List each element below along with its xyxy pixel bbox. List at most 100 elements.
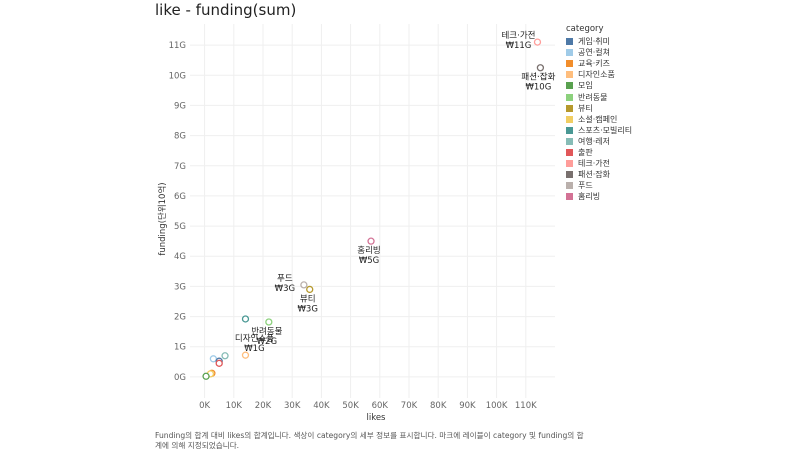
legend-item[interactable]: 스포츠·모빌리티 — [566, 125, 632, 136]
legend-label: 뷰티 — [578, 103, 593, 113]
legend-swatch — [566, 137, 573, 145]
legend-label: 푸드 — [578, 181, 593, 191]
legend-label: 테크·가전 — [578, 159, 610, 169]
legend-swatch — [566, 60, 573, 68]
data-label: ₩11G — [506, 41, 532, 51]
legend-item[interactable]: 게임·취미 — [566, 36, 632, 47]
legend: category 게임·취미 공연·컬쳐 교육·키즈 디자인소품 모임 반려동물 뷰티 소셜·… — [566, 24, 632, 202]
legend-swatch — [566, 126, 573, 134]
legend-swatch — [566, 160, 573, 168]
x-tick-label: 60K — [372, 401, 389, 411]
data-point[interactable] — [536, 64, 545, 72]
x-tick-label: 50K — [342, 401, 359, 411]
legend-item[interactable]: 출판 — [566, 147, 632, 158]
legend-item[interactable]: 모임 — [566, 80, 632, 91]
y-tick-label: 9G — [174, 101, 186, 111]
x-tick-label: 10K — [226, 401, 243, 411]
legend-swatch — [566, 171, 573, 179]
x-tick-label: 70K — [401, 401, 418, 411]
data-point[interactable] — [209, 355, 218, 363]
y-tick-label: 8G — [174, 132, 186, 142]
point-layer — [202, 38, 545, 380]
data-point[interactable] — [202, 372, 210, 380]
data-point[interactable] — [533, 38, 542, 46]
x-tick-label: 90K — [459, 401, 476, 411]
x-tick-label: 30K — [284, 401, 301, 411]
legend-label: 소셜·캠페인 — [578, 114, 618, 124]
chart-caption: Funding의 합계 대비 likes의 합계입니다. 색상이 categor… — [155, 431, 584, 450]
legend-label: 홈리빙 — [578, 192, 601, 202]
legend-label: 여행·레저 — [578, 136, 610, 146]
x-tick-label: 20K — [255, 401, 272, 411]
legend-item[interactable]: 공연·컬쳐 — [566, 47, 632, 58]
x-tick-label: 100K — [486, 401, 508, 411]
x-tick-label: 110K — [515, 401, 537, 411]
data-point[interactable] — [241, 315, 250, 323]
data-label: 패션·잡화 — [521, 72, 555, 83]
data-label: ₩2G — [257, 337, 277, 347]
legend-swatch — [566, 115, 573, 123]
legend-label: 스포츠·모빌리티 — [578, 125, 633, 135]
legend-swatch — [566, 38, 573, 46]
x-tick-label: 80K — [430, 401, 447, 411]
y-tick-label: 6G — [174, 192, 186, 202]
data-point[interactable] — [215, 359, 223, 367]
legend-item[interactable]: 홈리빙 — [566, 191, 632, 202]
x-tick-label: 40K — [313, 401, 330, 411]
y-tick-label: 11G — [169, 41, 186, 51]
y-tick-label: 2G — [174, 313, 186, 323]
legend-item[interactable]: 패션·잡화 — [566, 169, 632, 180]
y-tick-label: 4G — [174, 252, 186, 262]
data-label: 뷰티 — [300, 294, 316, 304]
data-point[interactable] — [306, 285, 314, 294]
data-label: ₩5G — [359, 256, 379, 266]
legend-swatch — [566, 49, 573, 57]
data-label: 테크·가전 — [501, 30, 535, 41]
data-label: ₩3G — [275, 284, 295, 294]
legend-swatch — [566, 104, 573, 112]
y-tick-label: 7G — [174, 162, 186, 172]
legend-swatch — [566, 193, 573, 201]
y-tick-label: 0G — [174, 373, 186, 383]
data-point[interactable] — [300, 281, 308, 289]
x-axis-title: likes — [366, 413, 386, 423]
legend-swatch — [566, 148, 573, 156]
legend-item[interactable]: 테크·가전 — [566, 158, 632, 169]
legend-item[interactable]: 여행·레저 — [566, 136, 632, 147]
legend-item[interactable]: 반려동물 — [566, 91, 632, 102]
legend-item[interactable]: 푸드 — [566, 180, 632, 191]
data-label: 디자인소품 — [235, 333, 274, 344]
legend-item[interactable]: 뷰티 — [566, 103, 632, 114]
legend-label: 출판 — [578, 147, 593, 157]
data-point[interactable] — [265, 318, 273, 326]
legend-label: 디자인소품 — [578, 70, 615, 80]
y-axis-title: funding(단위10억) — [157, 182, 168, 255]
y-tick-label: 3G — [174, 282, 186, 292]
data-point[interactable] — [367, 237, 375, 245]
y-tick-label: 10G — [169, 71, 186, 81]
x-tick-label: 0K — [199, 401, 210, 411]
chart-title: like - funding(sum) — [155, 1, 297, 19]
legend-item[interactable]: 교육·키즈 — [566, 58, 632, 69]
data-point[interactable] — [241, 351, 250, 359]
y-tick-label: 5G — [174, 222, 186, 232]
legend-label: 공연·컬쳐 — [578, 48, 610, 58]
legend-item[interactable]: 소셜·캠페인 — [566, 114, 632, 125]
scatter-plot: 0K 10K 20K 30K 40K 50K 60K 70K 80K 90K 100K 110K 0G 1… — [157, 24, 556, 423]
legend-items: 게임·취미 공연·컬쳐 교육·키즈 디자인소품 모임 반려동물 뷰티 소셜·캠페인 스포츠·모빌… — [566, 36, 632, 202]
data-label: ₩3G — [298, 304, 318, 314]
grid-layer — [190, 24, 555, 398]
legend-label: 교육·키즈 — [578, 59, 610, 69]
data-label: 홈리빙 — [357, 245, 380, 256]
legend-label: 반려동물 — [578, 92, 608, 102]
legend-label: 모임 — [578, 81, 593, 91]
legend-title: category — [566, 24, 604, 34]
legend-label: 패션·잡화 — [578, 170, 610, 180]
label-layer: 테크·가전₩11G패션·잡화₩10G홈리빙₩5G푸드₩3G뷰티₩3G반려동물₩2… — [235, 30, 556, 354]
legend-swatch — [566, 71, 573, 79]
data-point[interactable] — [221, 352, 229, 360]
legend-swatch — [566, 82, 573, 90]
data-label: ₩10G — [525, 83, 551, 93]
legend-item[interactable]: 디자인소품 — [566, 69, 632, 80]
legend-swatch — [566, 182, 573, 190]
